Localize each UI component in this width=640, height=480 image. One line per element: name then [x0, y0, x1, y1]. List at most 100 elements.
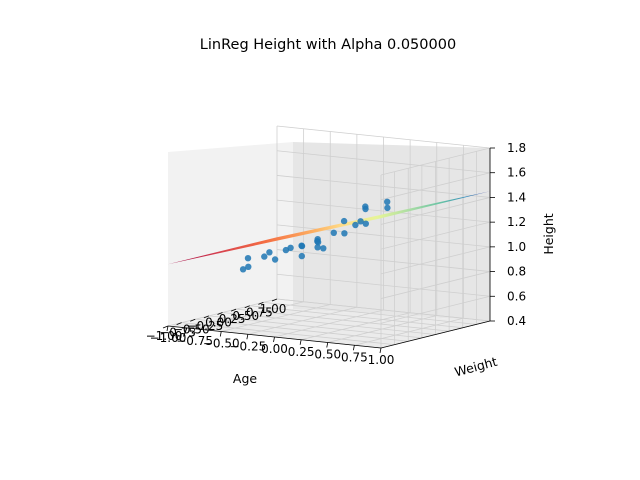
height-tick-label: 1.0 — [507, 240, 526, 254]
height-tick-label: 1.2 — [507, 215, 526, 229]
scatter-point — [384, 198, 391, 205]
weight-tick-label: −1.00 — [146, 329, 183, 343]
weight-tick-mark — [258, 302, 264, 305]
age-tick-label: −0.75 — [176, 334, 213, 348]
weight-tick-label: 0.00 — [205, 316, 232, 330]
weight-tick-label: 0.75 — [246, 305, 273, 319]
scatter-point — [239, 266, 247, 273]
weight-tick-label: 1.00 — [260, 302, 287, 316]
scatter-point — [261, 253, 268, 260]
age-tick-label: 0.75 — [341, 350, 368, 364]
age-tick-mark — [299, 339, 302, 345]
grid-line — [276, 175, 491, 198]
age-tick-label: −0.50 — [203, 337, 240, 351]
grid-line — [380, 147, 491, 176]
age-tick-mark — [352, 345, 355, 351]
scatter-point — [330, 229, 337, 236]
weight-tick-label: 0.50 — [232, 309, 259, 323]
age-tick-mark — [379, 347, 382, 354]
age-ticks: −1.00−0.75−0.50−0.250.00 0.25 0.50 0.75 1.00 — [150, 325, 395, 367]
scatter-point — [384, 204, 391, 212]
weight-tick-mark — [217, 312, 223, 315]
height-axis-label: Height — [541, 213, 556, 254]
age-tick-mark — [326, 342, 329, 348]
age-tick-label: 0.00 — [261, 342, 288, 356]
height-tick-label: 0.6 — [507, 289, 526, 303]
grid-line — [380, 197, 491, 225]
grid-line — [208, 315, 422, 339]
grid-line — [276, 199, 491, 223]
grid-line — [222, 312, 436, 335]
height-tick-label: 0.4 — [507, 314, 526, 328]
scatter-point — [314, 238, 321, 245]
grid-line — [276, 298, 491, 322]
height-tick-label: 1.6 — [507, 166, 526, 180]
pane-left — [168, 142, 293, 326]
weight-tick-mark — [203, 315, 210, 319]
scatter-point — [357, 218, 364, 225]
grid-line — [263, 301, 477, 325]
height-ticks: 0.4 0.6 0.8 1.0 1.2 1.4 1.6 1.8 — [490, 141, 526, 328]
scatter-point — [245, 263, 252, 270]
grid-line — [276, 273, 491, 297]
weight-tick-mark — [162, 325, 169, 329]
scatter-point — [341, 230, 348, 237]
weight-axis-line — [380, 320, 491, 349]
regression-surface — [168, 191, 490, 265]
scatter-point — [298, 242, 305, 249]
weight-tick-mark — [230, 308, 237, 312]
grid-line — [181, 322, 395, 346]
age-tick-mark — [246, 334, 249, 340]
age-axis-label: Age — [233, 371, 257, 386]
scatter-point — [298, 252, 305, 260]
grid-line — [276, 125, 491, 149]
height-tick-label: 1.8 — [507, 141, 526, 155]
grid-line — [276, 249, 491, 272]
age-tick-label: 0.25 — [288, 345, 315, 359]
scatter-series — [239, 198, 391, 273]
weight-tick-label: 0.25 — [219, 312, 246, 326]
grid-line — [380, 271, 491, 299]
chart-title: LinReg Height with Alpha 0.050000 — [200, 37, 456, 53]
age-tick-label: −0.25 — [229, 339, 266, 353]
grid-line — [276, 224, 491, 248]
age-tick-label: 1.00 — [368, 353, 395, 367]
age-tick-mark — [193, 328, 196, 334]
weight-axis-label: Weight — [453, 354, 499, 380]
grid-line — [236, 308, 450, 332]
age-tick-mark — [219, 331, 222, 337]
scatter-point — [362, 203, 369, 210]
grid-line — [276, 150, 491, 174]
age-tick-label: −1.00 — [150, 331, 187, 345]
grid-line — [249, 305, 463, 329]
weight-ticks: −1.00−0.75−0.50−0.250.000.250.500.751.00 — [146, 298, 287, 343]
scatter-point — [244, 255, 252, 262]
age-tick-label: 0.50 — [314, 348, 341, 362]
weight-tick-label: −0.50 — [173, 322, 210, 336]
weight-tick-mark — [190, 318, 196, 322]
scatter-point — [320, 245, 327, 252]
weight-tick-mark — [244, 305, 250, 309]
grid-line — [195, 318, 409, 342]
age-tick-mark — [273, 336, 275, 343]
weight-tick-mark — [176, 322, 182, 325]
scatter-point — [287, 244, 294, 251]
weight-tick-label: −0.25 — [186, 319, 223, 333]
weight-tick-label: −0.75 — [159, 326, 196, 340]
weight-tick-mark — [271, 298, 278, 302]
grid-line — [380, 295, 491, 324]
age-tick-mark — [166, 325, 169, 332]
pane-back — [293, 142, 490, 321]
height-tick-label: 1.4 — [507, 190, 526, 204]
scatter-point — [352, 221, 359, 229]
height-tick-label: 0.8 — [507, 265, 526, 279]
scatter-point — [362, 220, 369, 227]
grid-line — [380, 172, 491, 201]
scatter-point — [271, 256, 279, 263]
grid-line — [380, 221, 491, 250]
scatter-point — [340, 217, 348, 225]
scatter-point — [314, 244, 321, 251]
scatter-point — [266, 249, 273, 256]
